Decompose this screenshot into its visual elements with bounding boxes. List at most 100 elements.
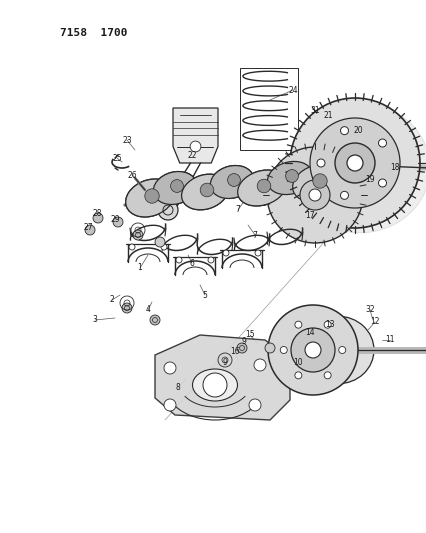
Circle shape xyxy=(294,321,301,328)
Ellipse shape xyxy=(125,179,174,217)
Ellipse shape xyxy=(210,166,253,198)
Text: 3: 3 xyxy=(92,316,97,325)
Circle shape xyxy=(290,328,334,372)
Circle shape xyxy=(202,373,227,397)
Circle shape xyxy=(338,346,345,353)
Circle shape xyxy=(253,359,265,371)
Circle shape xyxy=(265,343,274,353)
Circle shape xyxy=(222,250,228,256)
Circle shape xyxy=(158,200,178,220)
Circle shape xyxy=(93,213,103,223)
Circle shape xyxy=(294,372,301,379)
Circle shape xyxy=(248,399,260,411)
Circle shape xyxy=(85,225,95,235)
Text: 26: 26 xyxy=(127,171,136,180)
Circle shape xyxy=(164,362,176,374)
Text: 27: 27 xyxy=(83,223,92,232)
Text: 13: 13 xyxy=(325,320,334,329)
Ellipse shape xyxy=(192,369,237,401)
Circle shape xyxy=(308,189,320,201)
Circle shape xyxy=(155,237,164,247)
Circle shape xyxy=(170,180,183,192)
Text: 7: 7 xyxy=(252,230,257,239)
Ellipse shape xyxy=(181,174,228,210)
Circle shape xyxy=(236,343,246,353)
Text: 23: 23 xyxy=(122,135,132,144)
Circle shape xyxy=(299,180,329,210)
Circle shape xyxy=(227,174,240,187)
Text: 16: 16 xyxy=(230,348,239,357)
Text: 4: 4 xyxy=(145,305,150,314)
Circle shape xyxy=(176,257,181,263)
Circle shape xyxy=(129,244,135,250)
Polygon shape xyxy=(155,335,289,420)
Ellipse shape xyxy=(301,316,373,384)
Text: 7: 7 xyxy=(235,206,240,214)
Ellipse shape xyxy=(181,174,228,210)
Circle shape xyxy=(254,250,260,256)
Ellipse shape xyxy=(153,172,196,205)
Text: 6: 6 xyxy=(189,259,194,268)
Ellipse shape xyxy=(267,161,312,195)
Circle shape xyxy=(316,159,324,167)
Text: 32: 32 xyxy=(364,305,374,314)
Text: 14: 14 xyxy=(305,328,314,337)
Circle shape xyxy=(113,217,123,227)
Circle shape xyxy=(340,127,348,135)
Circle shape xyxy=(312,174,326,188)
Text: 22: 22 xyxy=(187,150,196,159)
Text: 19: 19 xyxy=(364,175,374,184)
Text: 20: 20 xyxy=(352,125,362,134)
Circle shape xyxy=(164,399,176,411)
Text: 18: 18 xyxy=(389,163,399,172)
Text: 25: 25 xyxy=(112,154,121,163)
Circle shape xyxy=(268,305,357,395)
Ellipse shape xyxy=(292,164,343,202)
Ellipse shape xyxy=(125,179,174,217)
Text: 9: 9 xyxy=(222,359,227,367)
Circle shape xyxy=(377,139,386,147)
Text: 11: 11 xyxy=(384,335,394,344)
Circle shape xyxy=(190,141,200,152)
Circle shape xyxy=(144,189,159,203)
Circle shape xyxy=(340,191,348,199)
Circle shape xyxy=(334,143,374,183)
Circle shape xyxy=(304,342,320,358)
Text: 7158  1700: 7158 1700 xyxy=(60,28,127,38)
Text: 28: 28 xyxy=(92,208,101,217)
Circle shape xyxy=(377,179,386,187)
Circle shape xyxy=(309,118,399,208)
Text: 15: 15 xyxy=(245,330,254,340)
Text: 29: 29 xyxy=(110,215,120,224)
Circle shape xyxy=(207,257,213,263)
Circle shape xyxy=(122,303,132,313)
Text: 10: 10 xyxy=(293,359,302,367)
Circle shape xyxy=(289,98,419,228)
Ellipse shape xyxy=(237,170,286,206)
Circle shape xyxy=(285,169,298,182)
Circle shape xyxy=(323,372,330,379)
Text: 31: 31 xyxy=(309,106,319,115)
Ellipse shape xyxy=(292,164,343,202)
Polygon shape xyxy=(173,108,218,163)
Ellipse shape xyxy=(210,166,253,198)
Text: 9: 9 xyxy=(241,337,246,346)
Text: 17: 17 xyxy=(305,211,314,220)
Text: 24: 24 xyxy=(288,85,297,94)
Ellipse shape xyxy=(153,172,196,205)
Ellipse shape xyxy=(289,103,426,233)
Circle shape xyxy=(279,346,287,353)
Circle shape xyxy=(266,147,362,243)
Text: 12: 12 xyxy=(369,318,379,327)
Ellipse shape xyxy=(267,161,312,195)
Circle shape xyxy=(161,244,167,250)
Text: 21: 21 xyxy=(322,110,332,119)
Circle shape xyxy=(256,179,270,193)
Circle shape xyxy=(200,183,213,197)
Text: 8: 8 xyxy=(175,384,180,392)
Circle shape xyxy=(323,321,330,328)
Circle shape xyxy=(132,230,143,240)
Text: 1: 1 xyxy=(137,263,142,272)
Circle shape xyxy=(346,155,362,171)
Text: 2: 2 xyxy=(109,295,114,304)
